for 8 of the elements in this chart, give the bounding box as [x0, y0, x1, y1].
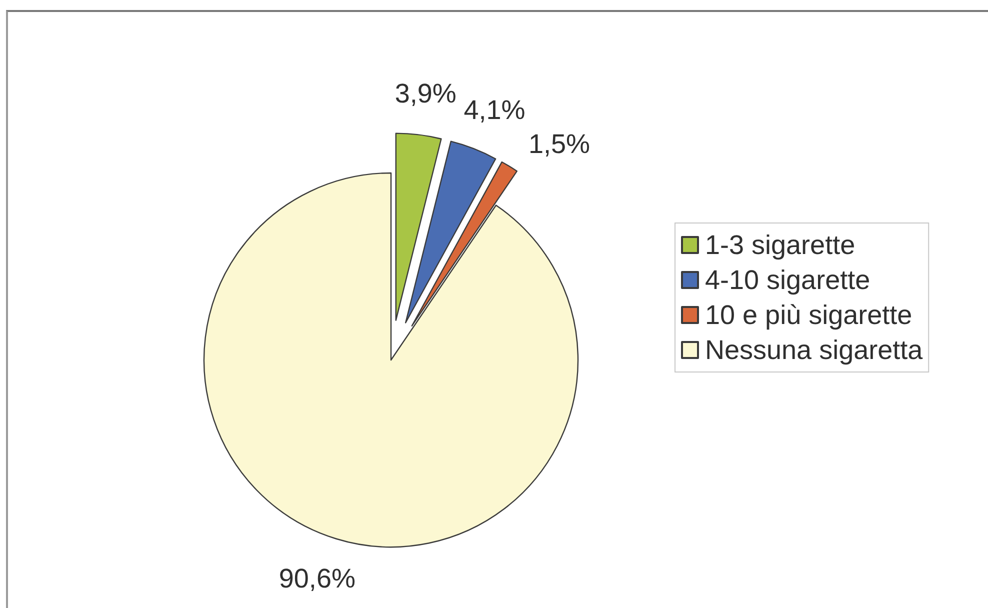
legend-label: 1-3 sigarette — [705, 230, 856, 260]
legend-label: 4-10 sigarette — [705, 265, 870, 295]
legend-label: 10 e più sigarette — [705, 300, 912, 330]
data-label: 3,9% — [394, 78, 456, 108]
data-label: 90,6% — [278, 563, 356, 594]
legend-label: Nessuna sigaretta — [705, 335, 924, 365]
data-label: 4,1% — [464, 94, 526, 125]
data-label: 1,5% — [528, 128, 590, 159]
